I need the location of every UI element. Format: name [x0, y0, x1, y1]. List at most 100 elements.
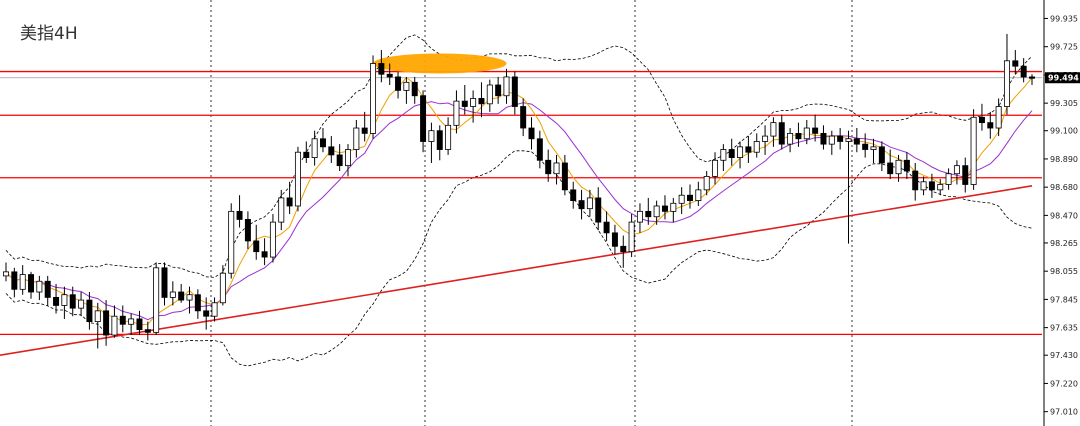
- candle-body-5: [44, 280, 51, 298]
- candle-106: [887, 149, 894, 180]
- candle-8: [69, 286, 76, 317]
- candle-body-84: [703, 176, 710, 191]
- candle-body-42: [353, 127, 360, 150]
- candle-121: [1012, 50, 1019, 75]
- tick-label-6: 98.680: [1050, 183, 1078, 192]
- candle-26: [219, 265, 226, 306]
- candle-79: [661, 195, 668, 220]
- candle-body-111: [928, 181, 935, 191]
- candle-32: [269, 214, 276, 263]
- candle-28: [236, 195, 243, 228]
- candle-68: [570, 181, 577, 209]
- candle-body-81: [678, 194, 685, 204]
- candle-body-77: [645, 210, 652, 218]
- candle-body-26: [219, 272, 226, 304]
- candle-body-66: [553, 162, 560, 175]
- candle-17: [144, 321, 151, 341]
- candle-87: [728, 138, 735, 166]
- price-axis: 99.93599.72599.51599.30599.10098.89098.6…: [1043, 0, 1080, 426]
- tick-label-12: 97.430: [1050, 351, 1078, 360]
- candle-body-73: [611, 232, 618, 247]
- candle-104: [870, 138, 877, 163]
- candle-86: [720, 144, 727, 172]
- candle-66: [553, 154, 560, 185]
- candle-body-40: [336, 154, 343, 167]
- candle-body-49: [411, 81, 418, 97]
- candle-body-105: [878, 146, 885, 164]
- tick-label-7: 98.470: [1050, 211, 1078, 220]
- candle-100: [837, 128, 844, 150]
- candle-body-45: [378, 63, 385, 75]
- tick-label-4: 99.100: [1050, 127, 1078, 136]
- candle-body-116: [970, 116, 977, 185]
- candle-body-109: [912, 170, 919, 191]
- candle-65: [545, 149, 552, 182]
- candle-42: [353, 119, 360, 158]
- candle-103: [862, 133, 869, 158]
- candle-96: [803, 119, 810, 145]
- candle-body-55: [461, 100, 468, 107]
- candle-body-92: [770, 122, 777, 137]
- candle-2: [19, 265, 26, 295]
- candle-10: [86, 292, 93, 330]
- candle-11: [94, 302, 101, 349]
- tick-label-11: 97.635: [1050, 324, 1078, 333]
- candle-body-44: [370, 63, 377, 134]
- candle-body-115: [962, 165, 969, 185]
- candle-33: [278, 189, 285, 231]
- candle-60: [503, 68, 510, 104]
- candle-body-21: [178, 291, 185, 301]
- candle-56: [470, 90, 477, 123]
- candle-110: [920, 176, 927, 196]
- candle-38: [319, 128, 326, 153]
- candle-105: [878, 141, 885, 172]
- candle-body-106: [887, 162, 894, 175]
- candle-body-118: [987, 122, 994, 129]
- candle-70: [586, 189, 593, 217]
- candle-body-103: [862, 143, 869, 150]
- candle-123: [1029, 74, 1035, 85]
- candle-body-22: [186, 294, 193, 301]
- candle-body-16: [136, 318, 143, 331]
- candle-body-123: [1029, 76, 1035, 79]
- tick-label-9: 98.055: [1050, 267, 1078, 276]
- candle-body-83: [695, 189, 702, 202]
- tick-label-3: 99.305: [1050, 99, 1078, 108]
- current-price-label: 99.494: [1048, 74, 1079, 83]
- candle-88: [737, 141, 744, 169]
- candle-body-107: [895, 159, 902, 175]
- candle-body-15: [128, 318, 135, 325]
- candle-body-31: [261, 251, 268, 258]
- candle-body-119: [995, 106, 1002, 129]
- candle-80: [670, 197, 677, 223]
- candle-body-60: [503, 76, 510, 97]
- candle-body-114: [953, 165, 960, 175]
- candle-body-13: [111, 315, 118, 336]
- candle-body-1: [11, 271, 18, 290]
- tick-label-0: 99.935: [1050, 14, 1078, 23]
- candle-36: [303, 141, 310, 163]
- candle-35: [294, 146, 301, 212]
- candle-83: [695, 181, 702, 206]
- candle-body-100: [837, 135, 844, 142]
- candle-body-56: [470, 98, 477, 107]
- candle-body-27: [228, 210, 235, 274]
- candle-53: [445, 117, 452, 155]
- moving-averages: [5, 76, 1033, 326]
- candle-43: [361, 111, 368, 142]
- candle-45: [378, 50, 385, 83]
- candle-55: [461, 85, 468, 115]
- rising-trendline: [0, 185, 1033, 356]
- candle-82: [687, 184, 693, 209]
- candle-body-47: [395, 76, 402, 91]
- candle-body-120: [1003, 60, 1010, 107]
- candle-body-28: [236, 210, 243, 220]
- candle-body-74: [620, 245, 627, 253]
- candle-body-110: [920, 181, 927, 191]
- candle-85: [712, 152, 719, 185]
- candle-120: [1003, 33, 1010, 115]
- candle-98: [820, 125, 827, 150]
- candle-69: [578, 189, 585, 220]
